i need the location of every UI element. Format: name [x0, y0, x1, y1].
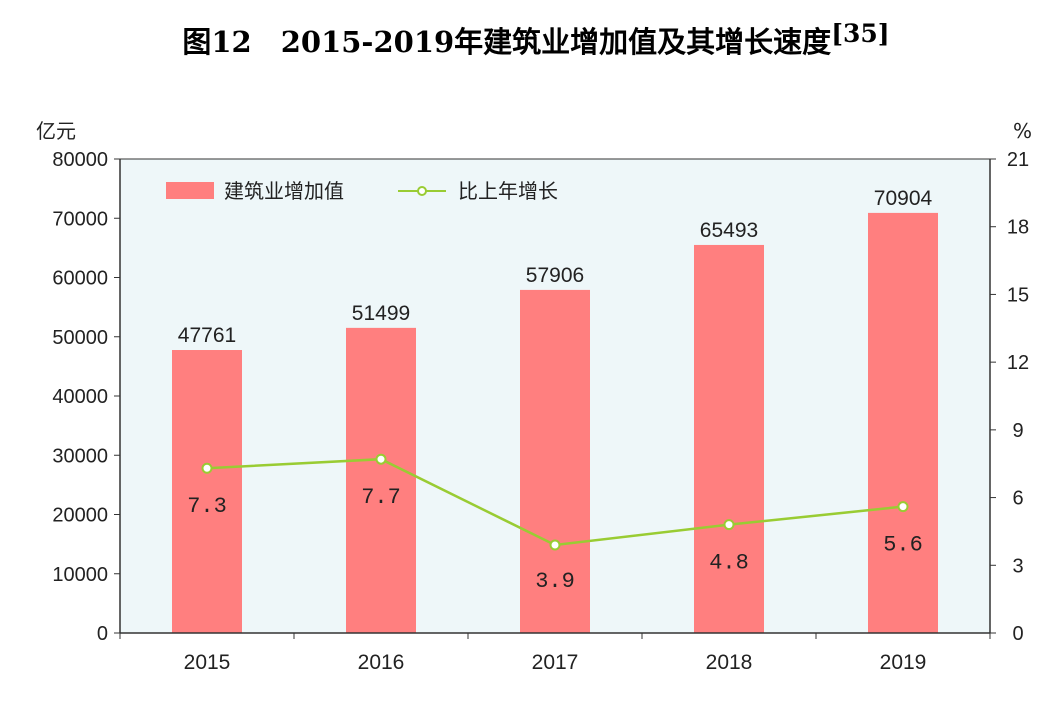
left-tick-label: 60000 — [52, 268, 108, 290]
left-tick-label: 20000 — [52, 505, 108, 527]
left-tick-label: 30000 — [52, 445, 108, 467]
legend-line-marker — [417, 186, 427, 196]
line-point-2017 — [549, 539, 561, 551]
bar-series — [172, 212, 938, 633]
legend-bar-swatch — [166, 182, 214, 199]
x-tick-label: 2018 — [706, 651, 753, 674]
chart-title: 图12 2015-2019年建筑业增加值及其增长速度[35] — [182, 19, 889, 59]
legend-line-label: 比上年增长 — [458, 179, 558, 203]
right-tick-label: 15 — [1007, 284, 1029, 306]
right-tick-label: 0 — [1012, 623, 1023, 645]
x-tick-label: 2017 — [532, 651, 579, 674]
bar-2018 — [694, 244, 764, 633]
right-tick-label: 9 — [1012, 420, 1023, 442]
bar-value-label: 57906 — [526, 264, 584, 287]
bar-value-label: 51499 — [352, 302, 410, 325]
right-tick-label: 3 — [1012, 555, 1023, 577]
line-value-label: 5.6 — [883, 533, 923, 558]
axes: 0 10000 20000 30000 40000 50000 60000 70000 8000… — [52, 149, 1029, 674]
left-axis-unit: 亿元 — [36, 119, 76, 143]
bar-value-label: 70904 — [874, 187, 933, 210]
line-value-label: 7.7 — [361, 485, 401, 510]
right-tick-label: 12 — [1007, 352, 1029, 374]
bar-2017 — [520, 289, 590, 633]
left-tick-label: 80000 — [52, 149, 108, 171]
legend-bar-label: 建筑业增加值 — [224, 179, 344, 203]
right-tick-label: 18 — [1007, 217, 1029, 239]
x-tick-label: 2019 — [880, 651, 927, 674]
chart-title-main: 图12 2015-2019年建筑业增加值及其增长速度 — [182, 25, 831, 59]
line-point-2016 — [375, 453, 387, 465]
bar-value-label: 65493 — [700, 219, 758, 242]
x-tick-label: 2015 — [184, 651, 231, 674]
bar-value-label: 47761 — [178, 324, 236, 347]
line-series — [201, 453, 909, 551]
x-tick-label: 2016 — [358, 651, 405, 674]
line-value-label: 4.8 — [709, 551, 749, 576]
line-point-2015 — [201, 462, 213, 474]
line-point-2018 — [723, 519, 735, 531]
chart-title-citation: [35] — [831, 19, 889, 48]
right-tick-label: 6 — [1012, 488, 1023, 510]
line-value-label: 7.3 — [187, 494, 227, 519]
left-tick-label: 40000 — [52, 386, 108, 408]
right-tick-label: 21 — [1007, 149, 1029, 171]
data-labels: 47761 51499 57906 65493 70904 7.3 7.7 3.9 4.8 5.6 — [178, 187, 933, 594]
line-value-label: 3.9 — [535, 569, 575, 594]
left-tick-label: 0 — [97, 623, 108, 645]
bar-2015 — [172, 350, 242, 633]
left-tick-label: 10000 — [52, 564, 108, 586]
bar-2019 — [868, 212, 938, 633]
left-tick-label: 50000 — [52, 327, 108, 349]
left-tick-label: 70000 — [52, 208, 108, 230]
legend: 建筑业增加值 比上年增长 — [166, 179, 558, 203]
line-point-2019 — [897, 501, 909, 513]
right-axis-unit: % — [1013, 119, 1032, 143]
bar-2016 — [346, 327, 416, 633]
